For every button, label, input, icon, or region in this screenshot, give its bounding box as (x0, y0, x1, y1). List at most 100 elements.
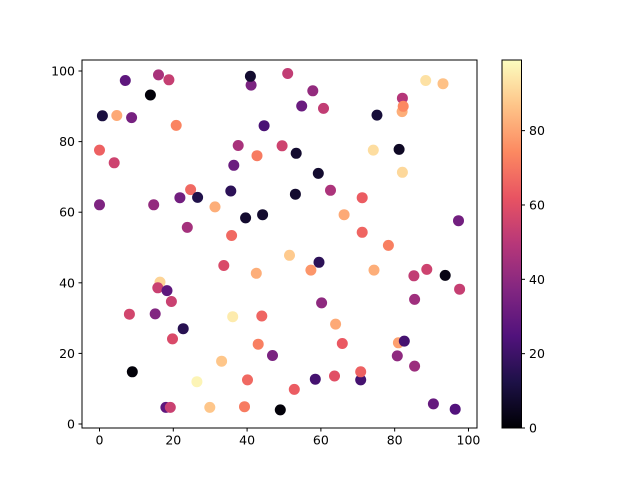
data-point (192, 191, 204, 203)
data-point (256, 310, 268, 322)
data-point (356, 226, 368, 238)
data-point (227, 311, 239, 323)
data-point (245, 79, 257, 91)
data-point (296, 100, 308, 112)
data-point (153, 69, 164, 81)
data-point (427, 398, 439, 410)
data-point (396, 92, 408, 104)
data-point (396, 166, 408, 178)
data-point (170, 119, 182, 131)
data-point (409, 293, 421, 305)
data-point (94, 199, 105, 211)
data-point (284, 249, 295, 261)
data-point (152, 282, 164, 294)
axes-layer: 0 20 40 60 80 100 0 20 40 60 80 100 (51, 59, 481, 448)
data-point (274, 404, 286, 416)
data-point (123, 308, 135, 320)
data-point (307, 85, 319, 97)
data-point (439, 269, 451, 281)
data-point (421, 263, 433, 275)
data-point (305, 264, 317, 276)
data-point (144, 89, 156, 101)
x-tick-label: 0 (96, 433, 104, 448)
data-point (371, 109, 383, 121)
data-point (148, 199, 160, 211)
data-point (289, 188, 301, 200)
data-point (126, 366, 138, 378)
data-point (239, 401, 250, 413)
data-point (288, 383, 300, 395)
y-tick-label: 100 (51, 64, 75, 79)
data-point (232, 140, 244, 151)
data-point (204, 401, 216, 413)
x-tick-label: 100 (457, 433, 481, 448)
data-point (258, 120, 270, 132)
data-point (185, 184, 197, 196)
data-point (325, 184, 336, 196)
data-point (250, 267, 262, 279)
colorbar-tick-label: 40 (529, 272, 545, 287)
data-point (330, 318, 342, 330)
y-tick-label: 0 (67, 417, 75, 432)
data-point (397, 100, 409, 112)
x-tick-label: 80 (387, 433, 403, 448)
data-point (290, 147, 302, 159)
data-point (252, 338, 264, 350)
data-point (454, 283, 466, 295)
data-point (228, 159, 240, 171)
data-point (94, 144, 105, 156)
data-point (336, 338, 348, 349)
data-point (318, 102, 329, 114)
data-point (367, 144, 379, 156)
data-point (329, 370, 340, 382)
data-point (398, 335, 410, 347)
data-point (111, 110, 123, 121)
data-point (276, 140, 288, 152)
data-point (96, 110, 108, 122)
data-point (226, 230, 238, 241)
data-point (191, 376, 203, 388)
data-point (149, 308, 161, 320)
data-point (355, 374, 367, 386)
data-point (420, 75, 432, 86)
data-point (167, 333, 178, 345)
data-point (164, 401, 176, 413)
data-point (216, 355, 228, 367)
data-point (177, 323, 189, 335)
data-point (267, 350, 278, 361)
data-point (312, 167, 324, 179)
data-point (313, 256, 325, 268)
data-point (240, 212, 252, 224)
data-point (338, 209, 350, 221)
data-point (453, 215, 464, 227)
data-point (355, 366, 367, 378)
data-point (242, 374, 253, 386)
y-tick-label: 40 (59, 275, 75, 290)
data-point (391, 350, 403, 362)
data-point (316, 297, 328, 309)
x-tick-label: 40 (239, 433, 255, 448)
data-point (218, 260, 230, 271)
data-point (108, 157, 120, 169)
colorbar-tick-label: 20 (529, 346, 545, 361)
data-point (257, 209, 269, 221)
data-point (251, 150, 263, 162)
data-point (408, 270, 420, 282)
data-point (165, 296, 177, 307)
data-point (393, 143, 405, 155)
data-point (119, 75, 131, 86)
data-point (244, 70, 256, 82)
colorbar-layer: 0 20 40 60 80 (501, 59, 545, 436)
scatter-points-layer (94, 68, 466, 416)
data-point (409, 360, 421, 372)
colorbar (501, 59, 522, 429)
data-point (356, 192, 368, 204)
y-tick-label: 80 (59, 134, 75, 149)
y-tick-label: 20 (59, 346, 75, 361)
colorbar-tick-label: 0 (529, 421, 537, 436)
data-point (126, 112, 138, 124)
x-tick-label: 20 (165, 433, 181, 448)
data-point (174, 192, 186, 204)
data-point (309, 373, 321, 385)
